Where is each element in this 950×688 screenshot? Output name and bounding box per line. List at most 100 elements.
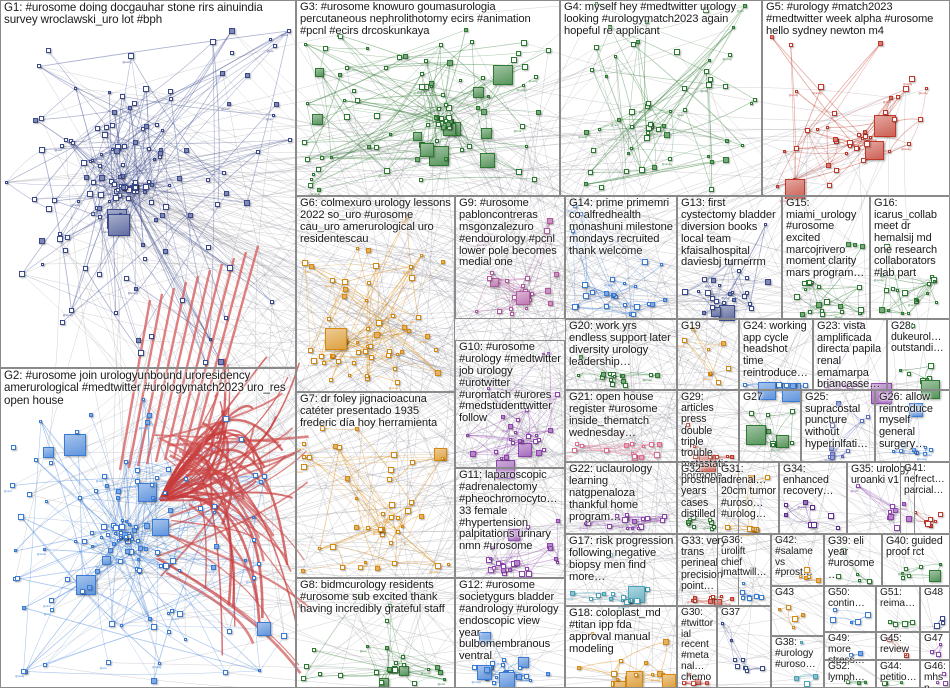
graph-node-vertex[interactable] — [846, 449, 851, 454]
graph-node-vertex[interactable] — [331, 354, 336, 359]
graph-node-vertex[interactable] — [44, 500, 48, 504]
graph-node-vertex[interactable] — [645, 100, 651, 106]
graph-node-vertex[interactable] — [301, 260, 308, 267]
graph-node-vertex[interactable] — [389, 514, 395, 520]
graph-node-vertex[interactable] — [408, 265, 413, 270]
graph-node-vertex[interactable] — [110, 123, 116, 129]
graph-node-vertex[interactable] — [49, 607, 54, 612]
graph-node-vertex[interactable] — [644, 516, 650, 522]
graph-node-vertex[interactable] — [682, 289, 689, 296]
graph-node-vertex[interactable] — [907, 142, 912, 146]
graph-node-vertex[interactable] — [223, 416, 230, 423]
graph-node-vertex[interactable] — [903, 567, 908, 572]
graph-node-vertex[interactable] — [366, 525, 371, 530]
graph-node-vertex[interactable] — [88, 159, 92, 163]
graph-node-vertex[interactable] — [582, 282, 589, 289]
graph-node-vertex[interactable] — [460, 148, 465, 153]
graph-node-vertex[interactable] — [623, 281, 627, 285]
graph-node-vertex[interactable] — [211, 564, 217, 570]
graph-node-vertex[interactable] — [206, 244, 212, 250]
graph-node-vertex[interactable] — [532, 176, 538, 182]
graph-node-vertex[interactable] — [494, 449, 499, 454]
graph-node-vertex[interactable] — [388, 466, 395, 473]
graph-node-vertex[interactable] — [831, 111, 837, 117]
graph-node-avatar[interactable] — [776, 434, 790, 448]
graph-node-avatar[interactable] — [480, 128, 492, 140]
graph-node-vertex[interactable] — [41, 262, 45, 266]
graph-node-vertex[interactable] — [135, 337, 141, 343]
graph-node-vertex[interactable] — [594, 2, 598, 6]
graph-node-vertex[interactable] — [101, 473, 107, 479]
graph-node-vertex[interactable] — [388, 133, 392, 137]
graph-node-vertex[interactable] — [123, 460, 128, 465]
graph-node-vertex[interactable] — [97, 215, 102, 220]
graph-node-vertex[interactable] — [571, 304, 578, 311]
graph-node-avatar[interactable] — [908, 403, 923, 418]
graph-node-vertex[interactable] — [718, 284, 722, 288]
graph-node-vertex[interactable] — [548, 300, 554, 306]
graph-node-vertex[interactable] — [183, 477, 188, 482]
graph-node-vertex[interactable] — [375, 566, 381, 572]
graph-node-vertex[interactable] — [607, 524, 613, 530]
graph-node-vertex[interactable] — [690, 515, 696, 521]
graph-node-vertex[interactable] — [895, 94, 900, 99]
graph-node-vertex[interactable] — [163, 563, 170, 570]
graph-node-vertex[interactable] — [163, 491, 168, 496]
graph-node-vertex[interactable] — [338, 72, 343, 77]
graph-node-vertex[interactable] — [591, 632, 595, 636]
graph-node-vertex[interactable] — [924, 446, 928, 450]
graph-node-vertex[interactable] — [858, 306, 865, 313]
graph-node-vertex[interactable] — [710, 278, 716, 284]
graph-node-vertex[interactable] — [663, 297, 668, 302]
graph-node-vertex[interactable] — [46, 206, 53, 213]
graph-node-vertex[interactable] — [887, 149, 891, 153]
graph-node-vertex[interactable] — [573, 204, 578, 209]
graph-node-vertex[interactable] — [408, 500, 414, 506]
graph-node-vertex[interactable] — [394, 380, 400, 386]
graph-node-vertex[interactable] — [859, 243, 865, 249]
graph-node-vertex[interactable] — [693, 454, 699, 460]
graph-node-avatar[interactable] — [785, 178, 806, 199]
graph-node-vertex[interactable] — [724, 524, 730, 530]
graph-node-vertex[interactable] — [803, 382, 809, 388]
graph-node-vertex[interactable] — [702, 311, 707, 316]
graph-node-vertex[interactable] — [645, 587, 651, 593]
graph-node-vertex[interactable] — [703, 69, 709, 75]
graph-node-vertex[interactable] — [305, 156, 311, 162]
graph-node-vertex[interactable] — [857, 579, 861, 582]
graph-node-avatar[interactable] — [315, 68, 325, 78]
graph-node-vertex[interactable] — [150, 482, 155, 487]
graph-node-vertex[interactable] — [686, 522, 690, 526]
graph-node-vertex[interactable] — [400, 350, 405, 355]
graph-node-vertex[interactable] — [373, 144, 379, 150]
graph-node-vertex[interactable] — [792, 615, 799, 622]
graph-node-vertex[interactable] — [584, 521, 588, 525]
graph-node-vertex[interactable] — [601, 592, 606, 597]
graph-node-vertex[interactable] — [366, 280, 371, 285]
graph-node-vertex[interactable] — [356, 340, 360, 344]
graph-node-vertex[interactable] — [436, 122, 442, 128]
graph-node-vertex[interactable] — [587, 169, 593, 175]
graph-node-vertex[interactable] — [379, 532, 385, 538]
graph-node-vertex[interactable] — [660, 263, 664, 267]
graph-node-vertex[interactable] — [525, 306, 528, 310]
graph-node-vertex[interactable] — [887, 513, 894, 520]
graph-node-vertex[interactable] — [155, 123, 160, 128]
graph-node-vertex[interactable] — [115, 489, 121, 495]
graph-node-vertex[interactable] — [373, 262, 380, 269]
graph-node-vertex[interactable] — [326, 316, 331, 321]
graph-node-vertex[interactable] — [149, 334, 155, 340]
graph-node-vertex[interactable] — [33, 457, 38, 462]
graph-node-vertex[interactable] — [630, 527, 634, 530]
graph-node-vertex[interactable] — [78, 496, 83, 501]
graph-node-vertex[interactable] — [611, 292, 616, 297]
graph-node-vertex[interactable] — [525, 275, 531, 281]
graph-node-vertex[interactable] — [543, 228, 550, 235]
graph-node-vertex[interactable] — [147, 413, 153, 419]
graph-node-vertex[interactable] — [482, 236, 489, 243]
graph-node-vertex[interactable] — [818, 84, 825, 91]
graph-node-vertex[interactable] — [895, 288, 899, 292]
graph-node-vertex[interactable] — [641, 259, 648, 266]
graph-node-vertex[interactable] — [105, 660, 111, 666]
graph-node-vertex[interactable] — [352, 88, 357, 93]
